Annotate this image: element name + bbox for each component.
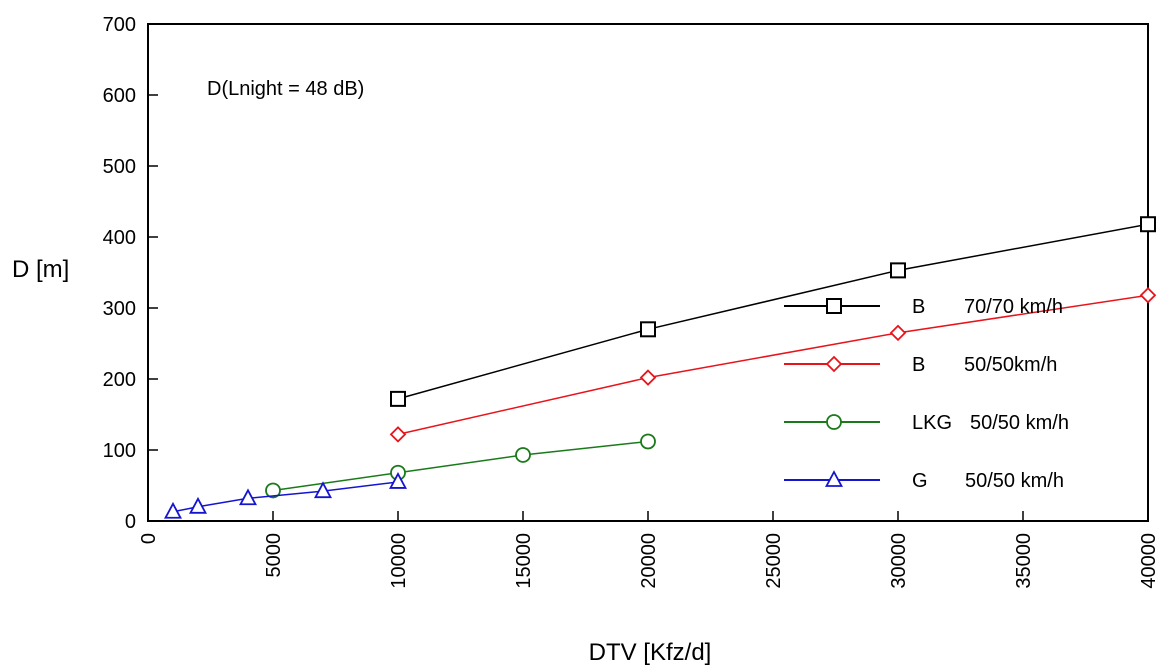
x-axis-title: DTV [Kfz/d] xyxy=(589,639,712,666)
data-point-triangle xyxy=(163,501,183,519)
data-point-circle xyxy=(515,447,531,463)
y-tick-label: 500 xyxy=(103,156,136,178)
y-tick-label: 400 xyxy=(103,227,136,249)
legend-marker-diamond xyxy=(825,355,843,373)
y-tick-label: 0 xyxy=(125,511,136,533)
legend-marker-triangle xyxy=(824,470,844,487)
legend-item: LKG 50/50 km/h xyxy=(784,412,1069,434)
series-diamond xyxy=(389,286,1157,443)
annotation-label: D(Lnight = 48 dB) xyxy=(207,78,364,100)
series-line xyxy=(272,440,649,492)
legend-label-suffix: 70/70 km/h xyxy=(964,296,1063,318)
data-point-square xyxy=(890,262,906,279)
series-square xyxy=(390,216,1156,407)
legend-item: G 50/50 km/h xyxy=(784,470,1064,492)
data-point-triangle xyxy=(188,496,208,514)
data-point-square xyxy=(640,321,656,338)
series-triangle xyxy=(163,472,408,519)
legend-label-suffix: 50/50km/h xyxy=(964,354,1057,376)
data-point-triangle xyxy=(238,488,258,506)
series-circle xyxy=(265,433,656,499)
data-point-triangle xyxy=(313,481,333,499)
x-tick-label: 20000 xyxy=(638,533,660,589)
series-line xyxy=(397,223,1149,400)
y-tick-label: 300 xyxy=(103,298,136,320)
x-tick-label: 15000 xyxy=(513,533,535,589)
x-tick-label: 0 xyxy=(138,533,160,544)
legend-label-suffix: 50/50 km/h xyxy=(970,412,1069,434)
data-point-square xyxy=(1140,216,1156,233)
legend-label-suffix: 50/50 km/h xyxy=(965,470,1064,492)
x-tick-label: 25000 xyxy=(763,533,785,589)
series-line xyxy=(172,481,399,513)
data-point-triangle xyxy=(388,472,408,489)
legend-label-prefix: B xyxy=(912,354,925,376)
x-axis: 0 5000 10000 15000 20000 25000 30000 35000 40000 xyxy=(138,511,1160,589)
x-tick-label: 40000 xyxy=(1138,533,1160,589)
legend-marker-square xyxy=(826,298,842,314)
data-point-circle xyxy=(640,433,656,450)
legend-item: B 70/70 km/h xyxy=(784,296,1063,318)
series-line xyxy=(397,294,1149,436)
series-layer xyxy=(163,216,1157,519)
x-tick-label: 30000 xyxy=(888,533,910,589)
legend: B 70/70 km/h B 50/50km/h LKG 50/50 km/h G 50/50… xyxy=(784,296,1069,492)
data-point-diamond xyxy=(889,324,907,342)
x-tick-label: 10000 xyxy=(388,533,410,589)
legend-label-prefix: G xyxy=(912,470,928,492)
y-tick-label: 700 xyxy=(103,14,136,36)
x-tick-label: 35000 xyxy=(1013,533,1035,589)
legend-label-prefix: B xyxy=(912,296,925,318)
legend-item: B 50/50km/h xyxy=(784,354,1057,376)
x-tick-label: 5000 xyxy=(263,533,285,578)
y-axis: 0 100 200 300 400 500 600 700 xyxy=(103,14,158,533)
y-tick-label: 600 xyxy=(103,85,136,107)
y-tick-label: 200 xyxy=(103,369,136,391)
data-point-circle xyxy=(265,482,281,499)
legend-label-prefix: LKG xyxy=(912,412,952,434)
data-point-diamond xyxy=(389,426,407,443)
y-tick-label: 100 xyxy=(103,440,136,462)
data-point-square xyxy=(390,390,406,407)
data-point-diamond xyxy=(639,369,657,386)
legend-marker-circle xyxy=(826,414,842,430)
data-point-diamond xyxy=(1139,286,1157,304)
y-axis-title: D [m] xyxy=(12,256,69,283)
